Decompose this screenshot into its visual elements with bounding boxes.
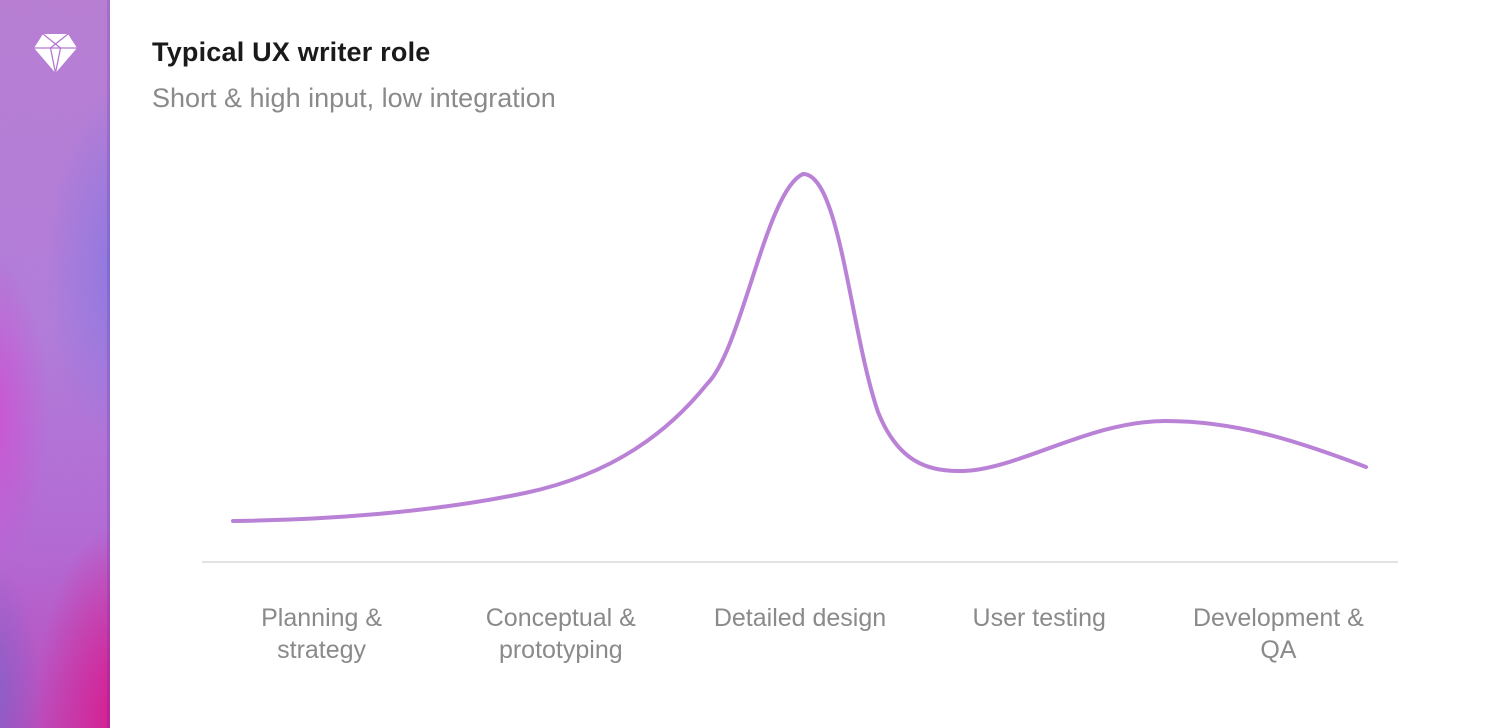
x-axis-label-development: Development & QA <box>1192 604 1364 664</box>
x-axis-label-detailed: Detailed design <box>713 604 887 632</box>
x-axis-labels: Planning & strategy Conceptual & prototy… <box>202 602 1398 666</box>
x-axis-label-planning: Planning & strategy <box>261 604 383 664</box>
involvement-curve-path <box>231 172 1368 523</box>
x-axis-label-conceptual: Conceptual & prototyping <box>485 604 636 664</box>
sidebar <box>0 0 110 728</box>
sketch-diamond-icon <box>34 33 77 74</box>
page-title: Typical UX writer role <box>152 37 431 67</box>
page-subtitle: Short & high input, low integration <box>152 83 556 113</box>
x-axis-label-user-testing: User testing <box>972 604 1106 632</box>
sidebar-edge-divider <box>107 0 110 728</box>
noise-texture <box>0 0 110 728</box>
